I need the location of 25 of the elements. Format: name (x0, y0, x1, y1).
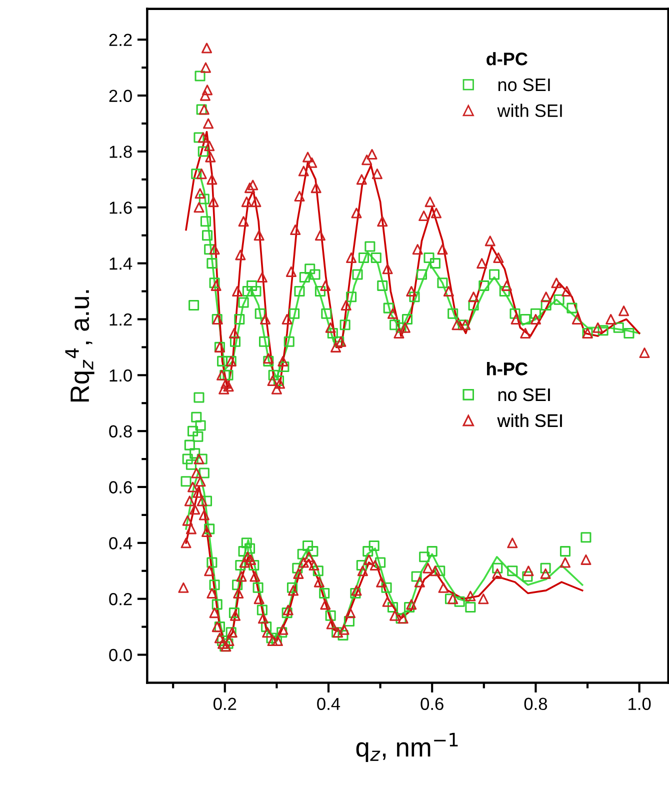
y-tick-label: 1.0 (110, 369, 132, 382)
x-tick-label: 0.2 (214, 698, 236, 710)
y-tick-label: 2.2 (109, 34, 132, 46)
x-tick-label: 0.6 (420, 698, 444, 710)
y-tick-label: 1.2 (110, 313, 132, 326)
x-tick-label: 1.0 (628, 698, 651, 710)
x-tick-label: 0.4 (317, 698, 340, 710)
annotation: d-PC (486, 52, 528, 66)
y-tick-label: 2.0 (109, 90, 132, 102)
legend-label: with SEI (497, 414, 562, 428)
y-tick-label: 1.4 (110, 258, 132, 270)
legend-label: no SEI (498, 388, 550, 402)
x-axis-title: q$_{z}$, nm$^{−1}$ (356, 732, 458, 762)
y-tick-label: 0.8 (109, 425, 132, 438)
y-tick-label: 0.2 (109, 593, 132, 606)
y-axis-title: Rq$_{z}$$^{4}$, a.u. (65, 290, 94, 402)
y-tick-label: 1.8 (110, 146, 132, 158)
x-tick-label: 0.8 (524, 698, 548, 710)
y-tick-label: 0.0 (109, 648, 132, 662)
y-tick-label: 1.6 (110, 202, 132, 214)
annotation: h-PC (487, 362, 528, 376)
y-tick-label: 0.4 (109, 537, 132, 550)
y-tick-label: 0.6 (109, 481, 132, 494)
legend-label: with SEI (497, 104, 562, 118)
legend-label: no SEI (498, 78, 550, 92)
